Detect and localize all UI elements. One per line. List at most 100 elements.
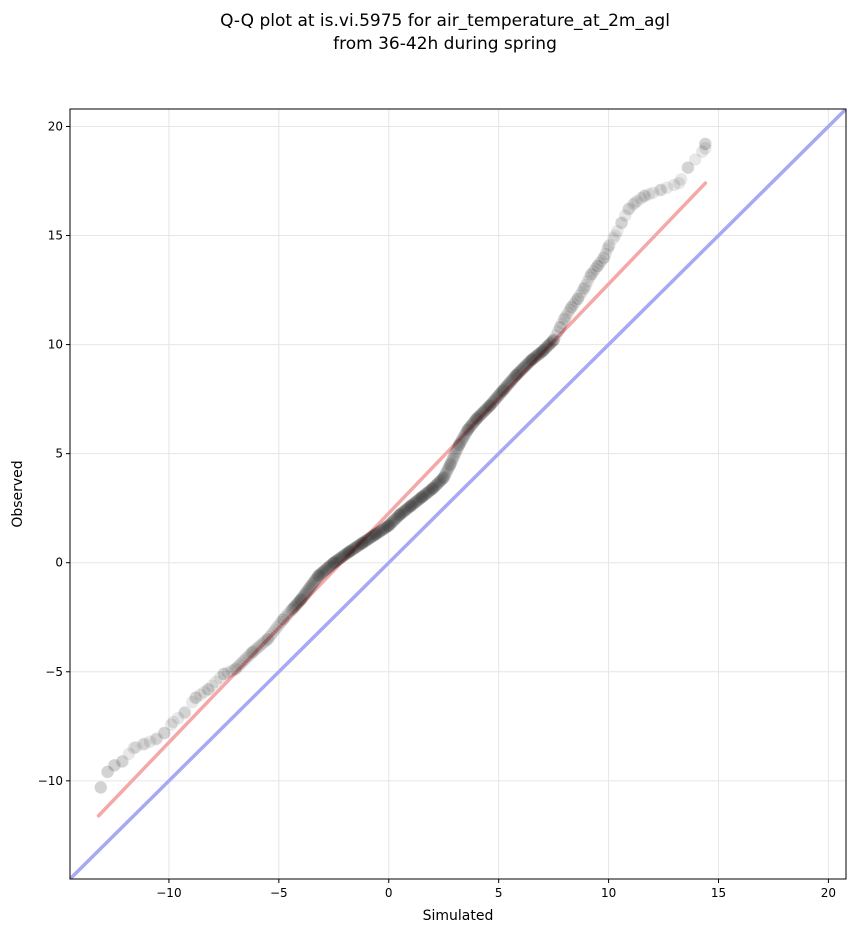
x-tick-label: −5	[270, 886, 288, 900]
qq-point	[578, 281, 591, 295]
qq-point	[527, 351, 541, 365]
qq-point	[558, 312, 571, 325]
qq-point	[536, 344, 549, 358]
qq-point	[246, 645, 259, 659]
qq-point	[488, 393, 502, 406]
qq-point	[251, 641, 264, 655]
qq-point	[591, 259, 604, 273]
qq-point	[257, 636, 270, 649]
qq-point	[342, 545, 356, 558]
qq-point	[490, 391, 504, 404]
qq-point	[411, 494, 424, 507]
qq-point	[581, 275, 594, 288]
qq-point	[358, 535, 372, 548]
qq-point	[615, 217, 628, 230]
qq-point	[434, 474, 447, 487]
qq-point	[284, 604, 298, 617]
qq-point	[301, 584, 315, 597]
qq-point	[275, 615, 288, 629]
qq-point	[408, 496, 422, 509]
qq-point	[426, 482, 439, 495]
qq-point	[292, 595, 306, 608]
qq-point	[699, 137, 712, 151]
qq-point	[217, 667, 231, 681]
qq-point	[189, 691, 202, 705]
qq-point	[622, 203, 635, 216]
qq-point	[328, 556, 341, 569]
qq-point	[521, 357, 534, 370]
qq-point	[496, 384, 510, 397]
qq-point	[94, 781, 107, 794]
qq-point	[513, 365, 526, 378]
qq-point	[386, 515, 399, 529]
qq-point	[459, 426, 473, 439]
qq-point	[476, 406, 490, 419]
qq-point	[263, 630, 276, 644]
qq-point	[543, 337, 556, 351]
qq-point	[595, 254, 608, 268]
qq-point	[452, 438, 466, 452]
qq-point	[503, 376, 517, 389]
qq-point	[370, 527, 383, 540]
qq-point	[567, 297, 581, 311]
qq-point	[164, 718, 178, 731]
qq-point	[255, 638, 268, 651]
qq-point	[136, 738, 150, 751]
qq-point	[419, 487, 432, 501]
qq-point	[500, 380, 513, 393]
qq-point	[305, 579, 318, 592]
qq-point	[321, 562, 334, 575]
qq-point	[681, 161, 694, 175]
qq-point	[395, 506, 409, 520]
qq-point	[505, 374, 519, 387]
qq-point	[474, 409, 487, 422]
qq-point	[332, 553, 345, 566]
qq-point	[364, 531, 378, 544]
qq-point	[483, 399, 497, 412]
qq-point	[306, 576, 320, 590]
qq-point	[319, 563, 332, 577]
qq-point	[397, 505, 410, 518]
qq-point	[637, 190, 650, 203]
qq-point	[277, 613, 290, 626]
qq-point	[546, 335, 559, 348]
qq-point	[375, 524, 388, 537]
qq-point	[461, 423, 475, 436]
qq-point	[404, 499, 417, 513]
qq-point	[321, 561, 335, 574]
qq-point	[479, 403, 492, 417]
qq-point	[341, 546, 354, 560]
qq-point	[209, 675, 223, 689]
qq-point	[459, 428, 472, 441]
qq-point	[457, 431, 470, 444]
qq-point	[269, 623, 282, 636]
qq-point	[143, 735, 157, 748]
qq-point	[412, 493, 425, 506]
qq-point	[312, 569, 325, 582]
qq-point	[532, 347, 546, 361]
qq-point	[235, 656, 248, 670]
qq-point	[367, 529, 381, 542]
y-tick-label: 10	[48, 338, 63, 352]
qq-point	[416, 490, 430, 503]
qq-point	[348, 542, 361, 555]
qq-point	[201, 683, 215, 696]
qq-point	[239, 652, 252, 666]
qq-point	[327, 556, 340, 569]
qq-point	[565, 300, 579, 313]
qq-point	[547, 333, 561, 346]
qq-point	[245, 646, 258, 660]
qq-point	[205, 679, 219, 692]
qq-point	[484, 398, 497, 411]
qq-point	[472, 410, 485, 424]
qq-point	[474, 408, 488, 421]
qq-point	[373, 525, 387, 538]
qq-point	[369, 528, 382, 541]
qq-point	[310, 572, 323, 585]
qq-point	[444, 458, 457, 471]
qq-point	[441, 463, 454, 476]
qq-point	[129, 741, 143, 754]
qq-point	[287, 601, 300, 614]
qq-point	[577, 282, 590, 296]
qq-point	[415, 490, 429, 504]
